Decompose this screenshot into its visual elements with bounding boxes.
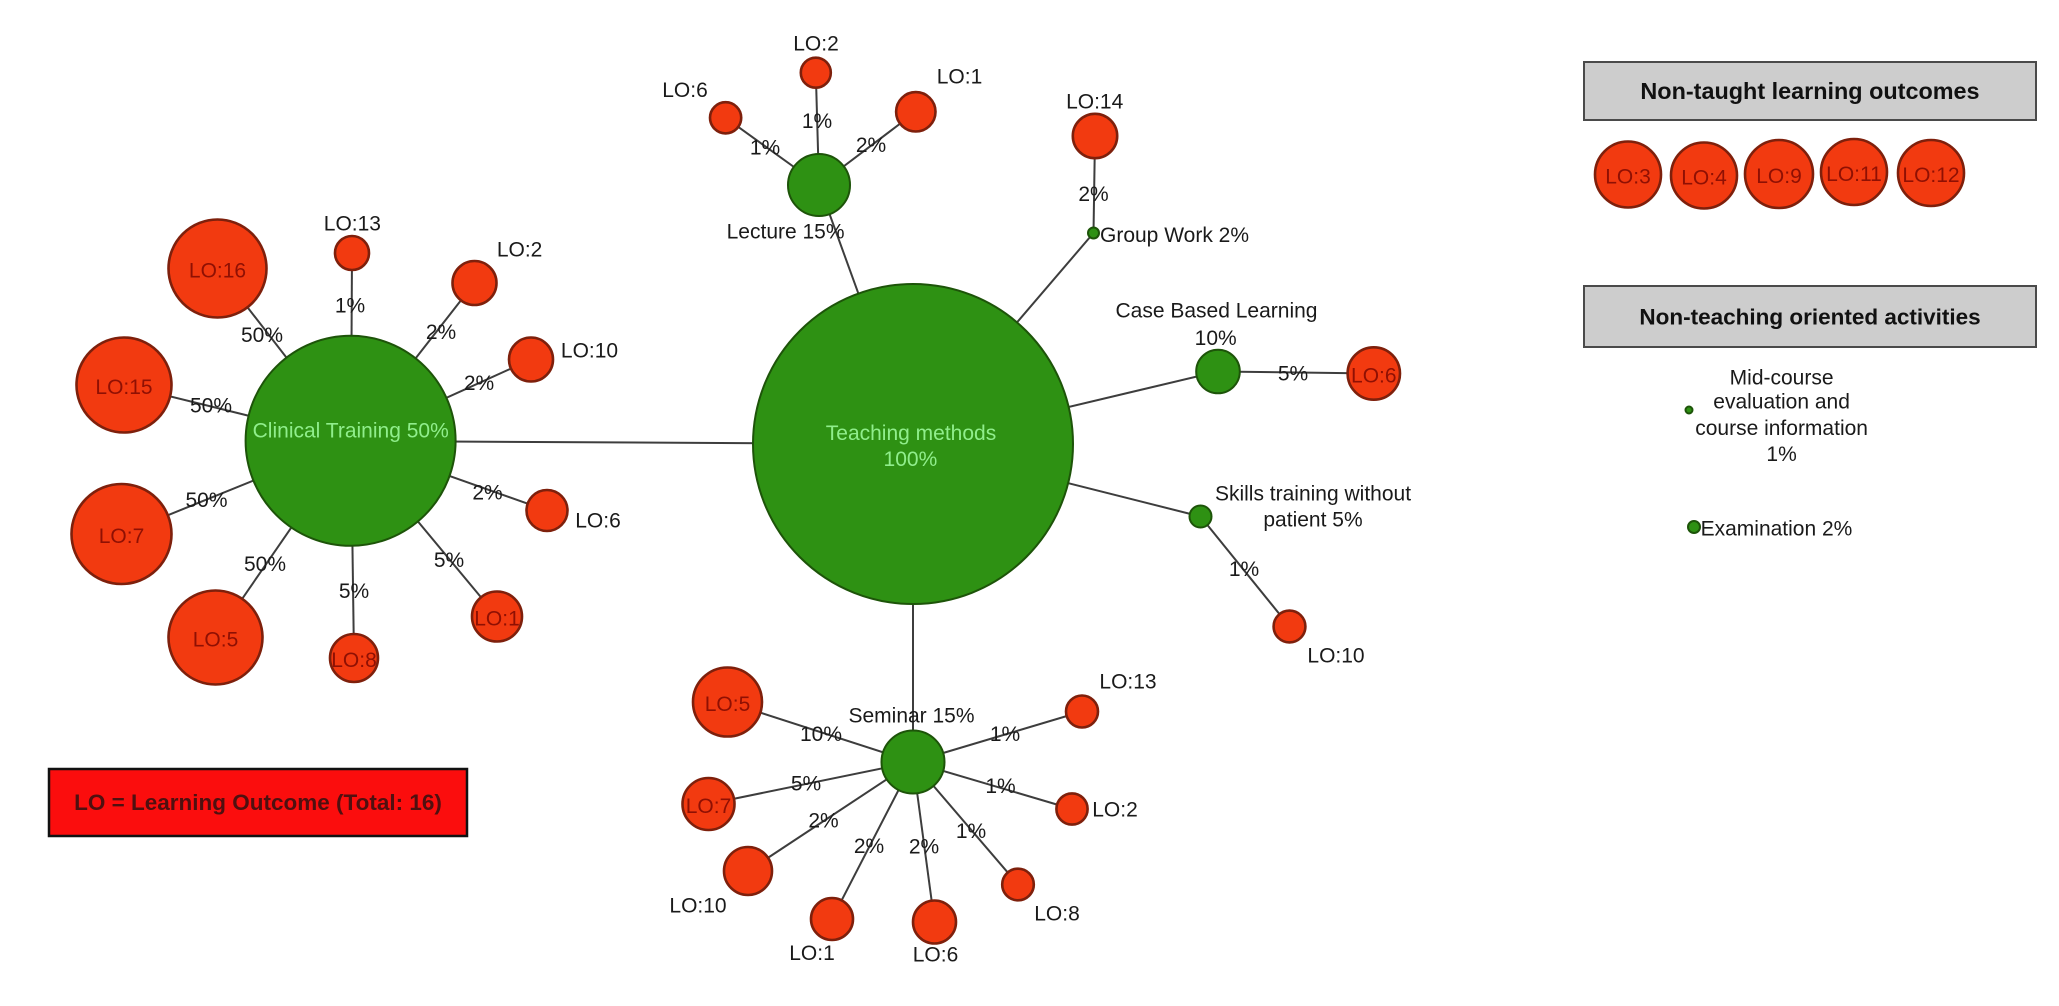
svg-text:Non-teaching oriented activiti: Non-teaching oriented activities <box>1639 305 1980 330</box>
svg-text:LO:13: LO:13 <box>1099 671 1156 694</box>
svg-text:2%: 2% <box>464 372 494 395</box>
svg-text:LO:7: LO:7 <box>686 795 732 818</box>
svg-text:evaluation and: evaluation and <box>1713 391 1850 414</box>
svg-text:LO:11: LO:11 <box>1826 163 1882 186</box>
svg-text:LO:4: LO:4 <box>1681 167 1727 190</box>
svg-text:LO:9: LO:9 <box>1756 165 1802 188</box>
svg-text:2%: 2% <box>472 482 502 505</box>
svg-text:5%: 5% <box>434 549 464 572</box>
svg-text:Mid-course: Mid-course <box>1730 367 1834 390</box>
svg-text:LO:1: LO:1 <box>789 942 835 965</box>
svg-text:10%: 10% <box>800 723 842 746</box>
svg-text:Lecture 15%: Lecture 15% <box>727 221 845 244</box>
svg-text:5%: 5% <box>791 773 821 796</box>
svg-text:50%: 50% <box>190 395 232 418</box>
svg-text:LO:10: LO:10 <box>561 340 618 363</box>
svg-text:2%: 2% <box>856 134 886 157</box>
svg-text:Non-taught learning outcomes: Non-taught learning outcomes <box>1640 78 1979 104</box>
svg-text:50%: 50% <box>241 324 283 347</box>
svg-text:Seminar 15%: Seminar 15% <box>848 705 974 728</box>
svg-text:1%: 1% <box>985 775 1015 798</box>
svg-text:LO:13: LO:13 <box>324 213 381 236</box>
svg-text:Examination 2%: Examination 2% <box>1701 517 1853 540</box>
svg-text:LO:2: LO:2 <box>497 239 543 262</box>
svg-text:LO:1: LO:1 <box>474 608 520 631</box>
svg-text:LO:2: LO:2 <box>1092 799 1138 822</box>
svg-text:2%: 2% <box>426 321 456 344</box>
svg-text:LO:10: LO:10 <box>669 895 726 918</box>
svg-text:5%: 5% <box>1278 363 1308 386</box>
svg-text:1%: 1% <box>335 295 365 318</box>
svg-text:LO = Learning Outcome (Total:: LO = Learning Outcome (Total: 16) <box>74 790 442 815</box>
svg-text:1%: 1% <box>990 723 1020 746</box>
svg-text:Clinical Training 50%: Clinical Training 50% <box>253 420 449 443</box>
svg-text:1%: 1% <box>750 137 780 160</box>
svg-text:10%: 10% <box>1195 327 1237 350</box>
svg-text:LO:5: LO:5 <box>193 629 239 652</box>
svg-text:Group Work 2%: Group Work 2% <box>1100 224 1249 247</box>
svg-text:LO:15: LO:15 <box>95 376 152 399</box>
svg-text:LO:3: LO:3 <box>1605 166 1651 189</box>
svg-text:1%: 1% <box>956 820 986 843</box>
svg-text:100%: 100% <box>884 448 938 471</box>
svg-text:2%: 2% <box>854 835 884 858</box>
svg-text:LO:7: LO:7 <box>99 525 145 548</box>
svg-text:Skills training without: Skills training without <box>1215 483 1411 506</box>
svg-text:50%: 50% <box>244 553 286 576</box>
svg-text:2%: 2% <box>808 810 838 833</box>
svg-text:LO:2: LO:2 <box>793 33 839 56</box>
svg-text:LO:6: LO:6 <box>1351 365 1397 388</box>
svg-text:LO:5: LO:5 <box>705 693 751 716</box>
svg-text:1%: 1% <box>1229 558 1259 581</box>
svg-text:LO:6: LO:6 <box>662 79 708 102</box>
svg-text:patient 5%: patient 5% <box>1263 509 1362 532</box>
svg-text:50%: 50% <box>185 489 227 512</box>
svg-text:1%: 1% <box>802 110 832 133</box>
svg-text:1%: 1% <box>1766 443 1796 466</box>
svg-text:LO:8: LO:8 <box>331 649 377 672</box>
svg-text:LO:14: LO:14 <box>1066 90 1124 113</box>
svg-text:2%: 2% <box>1078 183 1108 206</box>
svg-text:LO:1: LO:1 <box>937 66 983 89</box>
svg-text:LO:12: LO:12 <box>1902 164 1959 187</box>
svg-text:LO:16: LO:16 <box>189 260 246 283</box>
svg-text:5%: 5% <box>339 580 369 603</box>
svg-text:LO:6: LO:6 <box>913 944 959 967</box>
svg-text:2%: 2% <box>909 836 939 859</box>
svg-text:LO:6: LO:6 <box>575 510 621 533</box>
svg-text:Case Based Learning: Case Based Learning <box>1116 300 1318 323</box>
svg-text:course information: course information <box>1695 417 1868 440</box>
svg-text:LO:10: LO:10 <box>1307 645 1364 668</box>
svg-text:LO:8: LO:8 <box>1034 903 1080 926</box>
svg-text:Teaching methods: Teaching methods <box>826 422 996 445</box>
